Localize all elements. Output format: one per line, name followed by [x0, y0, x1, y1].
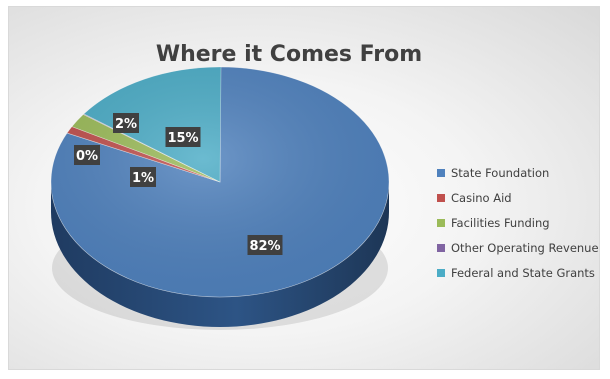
legend-swatch	[437, 268, 445, 277]
data-label-text: 0%	[76, 149, 98, 164]
data-label-facilities-funding: 2%	[113, 113, 139, 133]
pie-side-state-foundation	[51, 182, 389, 327]
legend-item-facilities-funding: Facilities Funding	[437, 210, 599, 235]
legend-label: Casino Aid	[451, 190, 512, 205]
legend-swatch	[437, 243, 445, 252]
legend-item-federal-and-state-grants: Federal and State Grants	[437, 260, 599, 285]
data-label-box	[130, 167, 156, 187]
legend-label: Other Operating Revenue	[451, 240, 599, 255]
data-label-federal-and-state-grants: 15%	[165, 127, 201, 147]
legend-item-other-operating-revenue: Other Operating Revenue	[437, 235, 599, 260]
data-label-box	[74, 145, 100, 165]
chart-legend: State Foundation Casino Aid Facilities F…	[437, 160, 599, 285]
data-label-casino-aid: 1%	[130, 167, 156, 187]
legend-swatch	[437, 218, 445, 227]
data-label-box	[247, 235, 283, 255]
legend-label: Facilities Funding	[451, 215, 550, 230]
legend-item-state-foundation: State Foundation	[437, 160, 599, 185]
legend-swatch	[437, 193, 445, 202]
legend-item-casino-aid: Casino Aid	[437, 185, 599, 210]
data-label-box	[165, 127, 201, 147]
data-label-state-foundation: 82%	[247, 235, 283, 255]
pie-sheen	[51, 67, 389, 297]
legend-label: Federal and State Grants	[451, 265, 595, 280]
data-label-text: 15%	[167, 131, 198, 146]
legend-label: State Foundation	[451, 165, 550, 180]
data-label-other-operating-revenue: 0%	[74, 145, 100, 165]
data-label-text: 1%	[132, 171, 154, 186]
legend-swatch	[437, 168, 445, 177]
data-label-box	[113, 113, 139, 133]
data-label-text: 2%	[115, 117, 137, 132]
data-label-text: 82%	[249, 239, 280, 254]
chart-title: Where it Comes From	[155, 42, 423, 67]
